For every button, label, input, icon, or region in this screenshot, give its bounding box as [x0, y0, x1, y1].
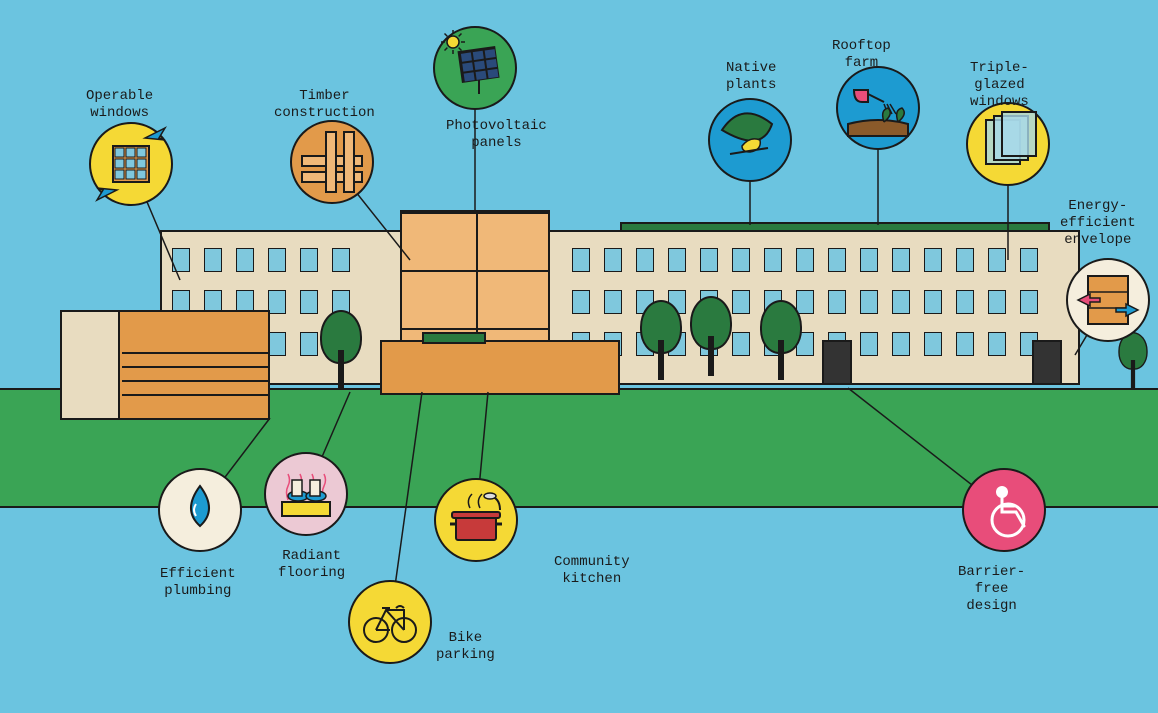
- tree: [640, 300, 682, 380]
- main-building: [160, 230, 1080, 385]
- bike-parking-icon: [348, 580, 432, 664]
- operable-windows-label: Operable windows: [86, 88, 153, 122]
- entrance-door: [1032, 340, 1062, 385]
- efficient-plumbing-icon: [158, 468, 242, 552]
- barrier-free-design-icon: [962, 468, 1046, 552]
- auditorium-cutaway: [60, 310, 270, 420]
- tree: [760, 300, 802, 380]
- ground-floor-cutaway: [380, 340, 620, 395]
- entrance-door: [822, 340, 852, 385]
- radiant-flooring-label: Radiant flooring: [278, 548, 345, 582]
- efficient-plumbing-label: Efficient plumbing: [160, 566, 236, 600]
- rooftop-farm-label: Rooftop farm: [832, 38, 891, 72]
- tree: [1118, 332, 1147, 388]
- barrier-free-design-label: Barrier-free design: [958, 564, 1025, 614]
- window-row: [172, 248, 350, 272]
- triple-glazed-windows-label: Triple-glazed windows: [970, 60, 1029, 110]
- window-row: [572, 248, 1038, 272]
- energy-efficient-envelope-label: Energy- efficient envelope: [1060, 198, 1136, 248]
- rooftop-farm-icon: [836, 66, 920, 150]
- native-plants-icon: [708, 98, 792, 182]
- photovoltaic-panels-label: Photovoltaic panels: [446, 118, 547, 152]
- community-kitchen-label: Community kitchen: [554, 554, 630, 588]
- photovoltaic-panels-icon: [433, 26, 517, 110]
- tree: [690, 296, 732, 376]
- triple-glazed-windows-icon: [966, 102, 1050, 186]
- community-kitchen-icon: [434, 478, 518, 562]
- radiant-flooring-icon: [264, 452, 348, 536]
- native-plants-label: Native plants: [726, 60, 776, 94]
- bike-parking-label: Bike parking: [436, 630, 495, 664]
- operable-windows-icon: [89, 122, 173, 206]
- timber-construction-label: Timber construction: [274, 88, 375, 122]
- energy-efficient-envelope-icon: [1066, 258, 1150, 342]
- timber-construction-icon: [290, 120, 374, 204]
- tree: [320, 310, 362, 390]
